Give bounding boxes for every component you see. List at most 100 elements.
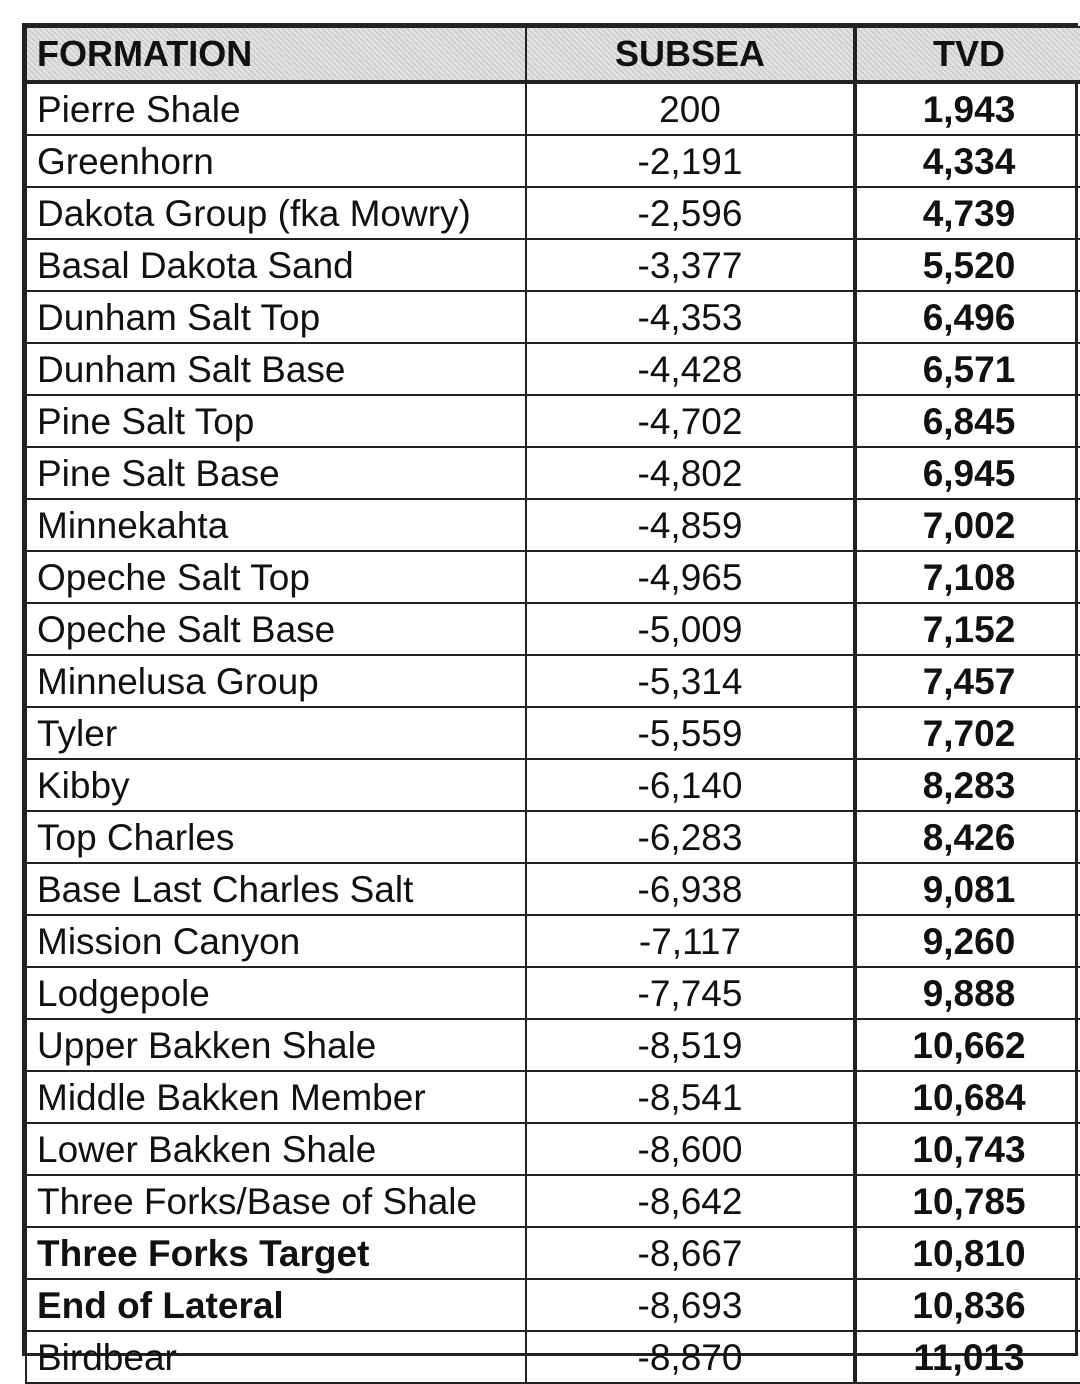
subsea-cell: -4,702 xyxy=(525,394,857,448)
tvd-cell: 7,108 xyxy=(854,550,1080,604)
formation-name-cell: Basal Dakota Sand xyxy=(25,238,527,292)
formation-name-cell: Top Charles xyxy=(25,810,527,864)
formation-name-cell: Opeche Salt Base xyxy=(25,602,527,656)
table-row: Opeche Salt Top -4,965 7,108 xyxy=(25,550,1080,604)
subsea-cell: -8,870 xyxy=(525,1330,857,1384)
subsea-cell: -3,377 xyxy=(525,238,857,292)
tvd-cell: 6,845 xyxy=(854,394,1080,448)
table-row: Tyler -5,559 7,702 xyxy=(25,706,1080,760)
formation-name-cell: Lower Bakken Shale xyxy=(25,1122,527,1176)
table-row: Greenhorn -2,191 4,334 xyxy=(25,134,1080,188)
formation-name-cell: Minnekahta xyxy=(25,498,527,552)
formation-name-cell: Tyler xyxy=(25,706,527,760)
formation-name-cell: Upper Bakken Shale xyxy=(25,1018,527,1072)
table-row: Pierre Shale 200 1,943 xyxy=(25,81,1080,136)
subsea-cell: -4,965 xyxy=(525,550,857,604)
header-subsea: SUBSEA xyxy=(525,26,857,84)
table-row: Upper Bakken Shale -8,519 10,662 xyxy=(25,1018,1080,1072)
subsea-cell: 200 xyxy=(525,81,857,136)
table-body: Pierre Shale 200 1,943 Greenhorn -2,191 4,334… xyxy=(25,81,1080,1384)
formation-name-cell: Lodgepole xyxy=(25,966,527,1020)
formation-name-cell: Pine Salt Base xyxy=(25,446,527,500)
table-row: Opeche Salt Base -5,009 7,152 xyxy=(25,602,1080,656)
subsea-cell: -6,283 xyxy=(525,810,857,864)
subsea-cell: -8,541 xyxy=(525,1070,857,1124)
table-row: Base Last Charles Salt -6,938 9,081 xyxy=(25,862,1080,916)
tvd-cell: 10,662 xyxy=(854,1018,1080,1072)
formation-name-cell: Greenhorn xyxy=(25,134,527,188)
tvd-cell: 1,943 xyxy=(854,81,1080,136)
table-row: Dunham Salt Top -4,353 6,496 xyxy=(25,290,1080,344)
table-row: Top Charles -6,283 8,426 xyxy=(25,810,1080,864)
formation-name-cell: Three Forks/Base of Shale xyxy=(25,1174,527,1228)
subsea-cell: -8,642 xyxy=(525,1174,857,1228)
formation-name-cell: Dunham Salt Top xyxy=(25,290,527,344)
table-row: Kibby -6,140 8,283 xyxy=(25,758,1080,812)
subsea-cell: -4,802 xyxy=(525,446,857,500)
tvd-cell: 10,743 xyxy=(854,1122,1080,1176)
subsea-cell: -2,596 xyxy=(525,186,857,240)
subsea-cell: -4,859 xyxy=(525,498,857,552)
table-row: Three Forks Target -8,667 10,810 xyxy=(25,1226,1080,1280)
formation-name-cell: Middle Bakken Member xyxy=(25,1070,527,1124)
table-row: Lodgepole -7,745 9,888 xyxy=(25,966,1080,1020)
formation-name-cell: Base Last Charles Salt xyxy=(25,862,527,916)
formation-name-cell: Mission Canyon xyxy=(25,914,527,968)
tvd-cell: 9,081 xyxy=(854,862,1080,916)
subsea-cell: -8,600 xyxy=(525,1122,857,1176)
table-row: Middle Bakken Member -8,541 10,684 xyxy=(25,1070,1080,1124)
header-row: FORMATION SUBSEA TVD xyxy=(25,26,1080,84)
table-row: Minnekahta -4,859 7,002 xyxy=(25,498,1080,552)
subsea-cell: -7,117 xyxy=(525,914,857,968)
subsea-cell: -5,559 xyxy=(525,706,857,760)
formation-name-cell: Pierre Shale xyxy=(25,81,527,136)
tvd-cell: 9,260 xyxy=(854,914,1080,968)
subsea-cell: -6,140 xyxy=(525,758,857,812)
formation-name-cell: Dunham Salt Base xyxy=(25,342,527,396)
table-row: Minnelusa Group -5,314 7,457 xyxy=(25,654,1080,708)
subsea-cell: -8,693 xyxy=(525,1278,857,1332)
tvd-cell: 5,520 xyxy=(854,238,1080,292)
tvd-cell: 10,785 xyxy=(854,1174,1080,1228)
subsea-cell: -6,938 xyxy=(525,862,857,916)
subsea-cell: -5,314 xyxy=(525,654,857,708)
subsea-cell: -4,353 xyxy=(525,290,857,344)
tvd-cell: 6,496 xyxy=(854,290,1080,344)
formation-table: FORMATION SUBSEA TVD Pierre Shale 200 1,94… xyxy=(25,26,1080,1384)
subsea-cell: -7,745 xyxy=(525,966,857,1020)
subsea-cell: -4,428 xyxy=(525,342,857,396)
table-row: Dunham Salt Base -4,428 6,571 xyxy=(25,342,1080,396)
table-header: FORMATION SUBSEA TVD xyxy=(25,26,1080,84)
tvd-cell: 4,739 xyxy=(854,186,1080,240)
tvd-cell: 10,836 xyxy=(854,1278,1080,1332)
formation-name-cell: Dakota Group (fka Mowry) xyxy=(25,186,527,240)
formation-name-cell: Minnelusa Group xyxy=(25,654,527,708)
table-row: Mission Canyon -7,117 9,260 xyxy=(25,914,1080,968)
subsea-cell: -5,009 xyxy=(525,602,857,656)
tvd-cell: 9,888 xyxy=(854,966,1080,1020)
formation-name-cell: Opeche Salt Top xyxy=(25,550,527,604)
table-row: Three Forks/Base of Shale -8,642 10,785 xyxy=(25,1174,1080,1228)
tvd-cell: 8,426 xyxy=(854,810,1080,864)
table-row: Lower Bakken Shale -8,600 10,743 xyxy=(25,1122,1080,1176)
subsea-cell: -2,191 xyxy=(525,134,857,188)
subsea-cell: -8,667 xyxy=(525,1226,857,1280)
table-row: Dakota Group (fka Mowry) -2,596 4,739 xyxy=(25,186,1080,240)
tvd-cell: 10,810 xyxy=(854,1226,1080,1280)
tvd-cell: 7,002 xyxy=(854,498,1080,552)
tvd-cell: 7,457 xyxy=(854,654,1080,708)
formation-name-cell: Kibby xyxy=(25,758,527,812)
formation-name-cell: End of Lateral xyxy=(25,1278,527,1332)
tvd-cell: 7,702 xyxy=(854,706,1080,760)
header-tvd: TVD xyxy=(854,26,1080,84)
table-row: Basal Dakota Sand -3,377 5,520 xyxy=(25,238,1080,292)
subsea-cell: -8,519 xyxy=(525,1018,857,1072)
formation-name-cell: Three Forks Target xyxy=(25,1226,527,1280)
table-row: Birdbear -8,870 11,013 xyxy=(25,1330,1080,1384)
tvd-cell: 10,684 xyxy=(854,1070,1080,1124)
table-row: Pine Salt Top -4,702 6,845 xyxy=(25,394,1080,448)
tvd-cell: 11,013 xyxy=(854,1330,1080,1384)
formation-tops-table: FORMATION SUBSEA TVD Pierre Shale 200 1,94… xyxy=(22,23,1080,1384)
table-row: Pine Salt Base -4,802 6,945 xyxy=(25,446,1080,500)
header-formation: FORMATION xyxy=(25,26,527,84)
